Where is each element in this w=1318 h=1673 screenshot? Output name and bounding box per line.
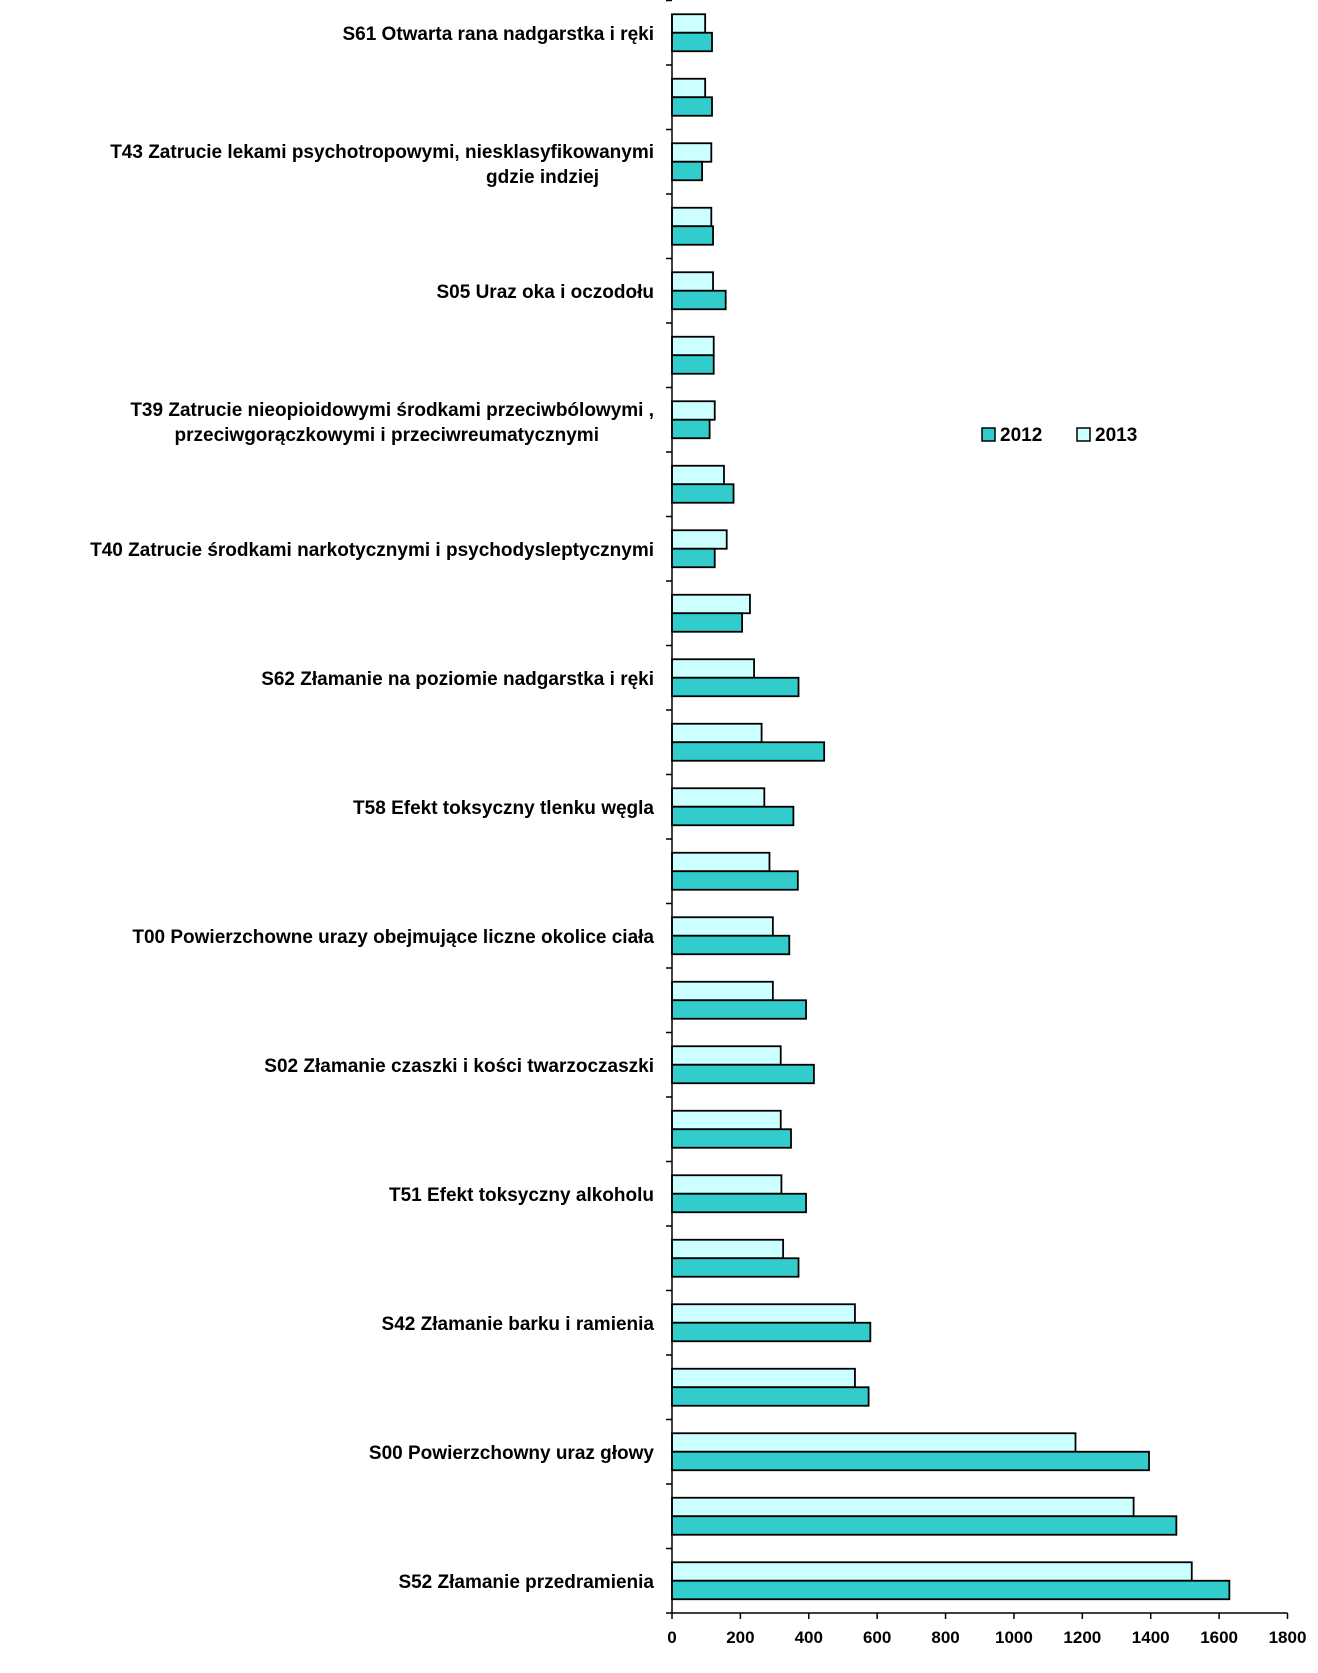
- bar-2013-2: [671, 1432, 1077, 1453]
- x-tick-label-4: 800: [931, 1628, 959, 1647]
- bar-2013-23: [671, 77, 707, 99]
- x-tick-label-5: 1000: [995, 1628, 1033, 1647]
- legend: 2012 2013: [981, 425, 1137, 446]
- bar-2013-16: [671, 529, 728, 550]
- legend-swatch-2013: [1076, 427, 1091, 442]
- bar-2013-5: [671, 1238, 785, 1260]
- x-tick-label-6: 1200: [1063, 1628, 1101, 1647]
- bar-2013-1: [671, 1496, 1135, 1518]
- bar-2012-11: [671, 870, 799, 891]
- bar-2013-3: [671, 1367, 856, 1389]
- x-tick-label-2: 400: [795, 1628, 823, 1647]
- x-tick-label-0: 0: [667, 1628, 676, 1647]
- legend-swatch-2012: [981, 427, 996, 442]
- bar-2013-24: [671, 13, 707, 34]
- bar-2013-19: [671, 335, 715, 357]
- bar-2012-17: [671, 483, 735, 504]
- bar-2012-24: [671, 31, 713, 53]
- bar-2013-21: [671, 206, 713, 228]
- bar-2013-13: [671, 722, 763, 744]
- bar-2013-15: [671, 593, 751, 615]
- bar-2012-9: [671, 999, 807, 1020]
- bar-2013-20: [671, 271, 714, 292]
- category-label-8: S02 Złamanie czaszki i kości twarzoczasz…: [264, 1056, 654, 1077]
- category-label-4: S42 Złamanie barku i ramienia: [382, 1314, 655, 1335]
- category-label-12: T58 Efekt toksyczny tlenku węgla: [353, 798, 654, 819]
- bar-2012-12: [671, 805, 795, 827]
- bar-2012-16: [671, 547, 716, 569]
- category-label-22: T43 Zatrucie lekami psychotropowymi, nie…: [110, 142, 654, 188]
- category-label-2: S00 Powierzchowny uraz głowy: [369, 1443, 655, 1464]
- bar-2013-22: [671, 142, 713, 163]
- category-label-6: T51 Efekt toksyczny alkoholu: [389, 1185, 654, 1206]
- bar-2013-9: [671, 980, 774, 1002]
- bar-2012-1: [671, 1515, 1178, 1536]
- category-label-20: S05 Uraz oka i oczodołu: [437, 282, 655, 303]
- bar-2012-14: [671, 676, 800, 698]
- bars-group: [671, 13, 1231, 1601]
- category-label-24: S61 Otwarta rana nadgarstka i ręki: [342, 24, 654, 45]
- category-label-10: T00 Powierzchowne urazy obejmujące liczn…: [132, 927, 654, 948]
- bar-2012-8: [671, 1063, 815, 1085]
- bar-2012-3: [671, 1386, 870, 1407]
- legend-label-2013: 2013: [1095, 425, 1137, 446]
- bar-2012-22: [671, 160, 703, 182]
- bar-2012-5: [671, 1257, 800, 1278]
- bar-2013-7: [671, 1109, 782, 1131]
- axes: 0 200 400 600 800 1000 1200 1400 1600 1800: [666, 0, 1307, 1647]
- category-label-18: T39 Zatrucie nieopioidowymi środkami prz…: [130, 400, 654, 446]
- bar-2012-20: [671, 289, 727, 311]
- x-tick-label-7: 1400: [1132, 1628, 1170, 1647]
- category-label-16: T40 Zatrucie środkami narkotycznymi i ps…: [90, 540, 654, 561]
- bar-2013-8: [671, 1045, 782, 1066]
- bar-2012-23: [671, 96, 713, 117]
- bar-2012-21: [671, 225, 714, 246]
- bar-2013-18: [671, 400, 716, 421]
- bar-2013-12: [671, 787, 766, 808]
- bar-2013-6: [671, 1174, 783, 1195]
- bar-2012-4: [671, 1321, 872, 1343]
- x-tick-label-1: 200: [726, 1628, 754, 1647]
- bar-2012-13: [671, 741, 826, 762]
- bar-2013-10: [671, 916, 774, 937]
- bar-2013-14: [671, 658, 755, 679]
- bar-2012-2: [671, 1450, 1150, 1472]
- category-labels: S52 Złamanie przedramienia S00 Powierzcho…: [90, 24, 654, 1593]
- bar-2013-11: [671, 851, 771, 873]
- x-tick-label-8: 1600: [1200, 1628, 1238, 1647]
- bar-2012-15: [671, 612, 743, 633]
- bar-2012-10: [671, 934, 791, 956]
- x-tick-label-9: 1800: [1269, 1628, 1307, 1647]
- bar-2013-17: [671, 464, 725, 486]
- bar-2012-0: [671, 1579, 1231, 1601]
- bar-2012-6: [671, 1192, 807, 1214]
- bar-2012-19: [671, 354, 715, 375]
- bar-2012-18: [671, 418, 711, 440]
- bar-2012-7: [671, 1128, 792, 1149]
- category-label-0: S52 Złamanie przedramienia: [398, 1572, 654, 1593]
- bar-2013-4: [671, 1303, 856, 1324]
- bar-2013-0: [671, 1561, 1193, 1582]
- x-tick-label-3: 600: [863, 1628, 891, 1647]
- legend-label-2012: 2012: [1000, 425, 1042, 446]
- category-label-14: S62 Złamanie na poziomie nadgarstka i rę…: [261, 669, 654, 690]
